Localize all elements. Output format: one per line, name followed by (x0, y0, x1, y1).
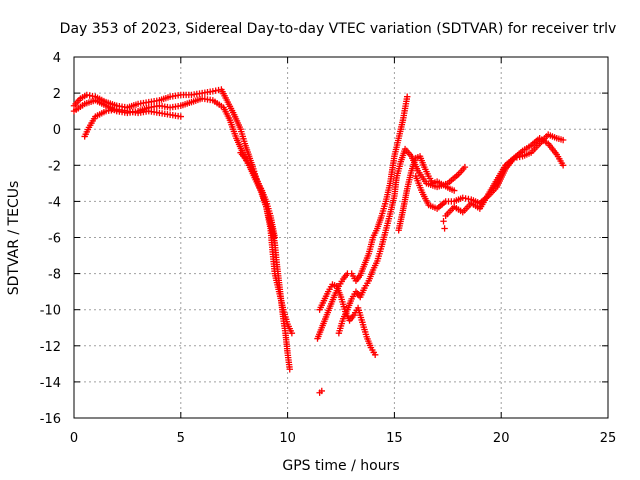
series-track-h (395, 153, 458, 234)
data-point (559, 162, 567, 169)
x-tick-label: 0 (70, 431, 78, 446)
x-tick-label: 20 (493, 431, 510, 446)
axis-ticks (73, 56, 609, 419)
data-point (318, 387, 325, 395)
data-point (371, 351, 379, 359)
y-tick-label: -6 (48, 232, 61, 247)
chart-title: Day 353 of 2023, Sidereal Day-to-day VTE… (60, 21, 617, 37)
y-tick-label: -14 (40, 376, 61, 391)
y-tick-label: -2 (48, 159, 61, 174)
series-track-c (81, 106, 184, 140)
series-track-g (335, 145, 469, 337)
y-tick-label: 0 (53, 123, 61, 138)
data-point (461, 163, 469, 171)
y-tick-labels: -16 -14 -12 -10 -8 -6 -4 -2 0 2 4 (40, 51, 61, 427)
x-axis-title: GPS time / hours (282, 458, 399, 474)
data-points (70, 86, 567, 396)
y-tick-label: -16 (40, 412, 61, 427)
x-tick-label: 5 (177, 431, 185, 446)
y-tick-label: 4 (53, 51, 61, 66)
y-axis-title: SDTVAR / TECUs (6, 181, 22, 296)
series-isolated-points (316, 218, 448, 396)
data-point (271, 234, 278, 241)
data-point (286, 366, 293, 373)
series-track-j (442, 131, 567, 220)
y-tick-label: 2 (53, 87, 61, 102)
y-tick-label: -8 (48, 268, 61, 283)
data-point (440, 218, 447, 225)
data-point (451, 187, 458, 194)
grid (74, 57, 608, 418)
data-point (404, 93, 411, 100)
y-tick-label: -10 (40, 304, 61, 319)
x-tick-label: 10 (279, 431, 296, 446)
data-point (441, 225, 448, 232)
series-track-e (314, 93, 411, 342)
y-tick-label: -12 (40, 340, 61, 355)
x-tick-labels: 0 5 10 15 20 25 (70, 431, 616, 446)
series-track-d (237, 149, 278, 241)
data-point (559, 136, 567, 144)
x-tick-label: 15 (386, 431, 403, 446)
x-tick-label: 25 (600, 431, 617, 446)
data-point (288, 329, 296, 337)
y-tick-label: -4 (48, 195, 61, 210)
data-point (177, 113, 184, 120)
